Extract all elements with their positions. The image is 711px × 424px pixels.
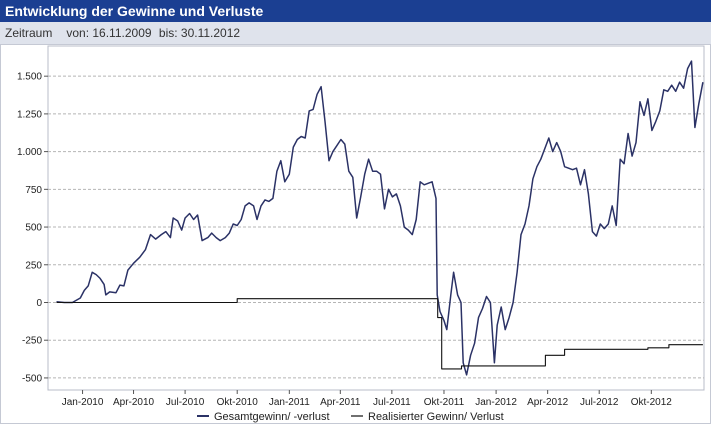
series-lines	[56, 60, 704, 376]
series-line-realisiert	[56, 298, 703, 370]
legend-label: Gesamtgewinn/ -verlust	[214, 411, 330, 423]
x-tick-label: Jan-2011	[269, 397, 310, 408]
chart-title-bar: Entwicklung der Gewinne und Verluste	[0, 0, 711, 22]
x-tick-label: Jul-2011	[373, 397, 411, 408]
y-tick-label: 500	[25, 223, 42, 234]
x-tick-label: Okt-2011	[424, 397, 465, 408]
series-line-gesamt	[56, 60, 704, 376]
x-tick-label: Apr-2011	[320, 397, 361, 408]
y-tick-label: 750	[25, 185, 42, 196]
y-tick-label: 1.250	[17, 109, 42, 120]
legend: Gesamtgewinn/ -verlust Realisierter Gewin…	[197, 411, 504, 423]
period-label: Zeitraum	[5, 26, 53, 40]
y-tick-label: -250	[22, 336, 42, 347]
plot-frame	[47, 45, 705, 391]
x-tick-label: Apr-2012	[527, 397, 569, 408]
x-tick-label: Jul-2010	[166, 397, 205, 408]
x-tick-label: Jan-2010	[62, 397, 104, 408]
y-tick-label: -500	[22, 373, 42, 384]
y-tick-label: 1.000	[17, 147, 42, 158]
y-tick-label: 1.500	[17, 72, 42, 83]
legend-label: Realisierter Gewinn/ Verlust	[368, 411, 504, 423]
period-bar: Zeitraum von: 16.11.2009 bis: 30.11.2012	[0, 22, 711, 44]
x-tick-label: Jan-2012	[475, 397, 517, 408]
chart-title: Entwicklung der Gewinne und Verluste	[5, 3, 264, 19]
x-tick-label: Okt-2012	[631, 397, 673, 408]
grid-lines	[47, 45, 705, 391]
y-tick-label: 0	[36, 298, 42, 309]
x-tick-label: Okt-2010	[217, 397, 259, 408]
x-tick-label: Jul-2012	[580, 397, 619, 408]
y-axis-labels: -500 -250 0 250 500 750 1.000 1.250 1.500	[17, 72, 48, 384]
x-tick-label: Apr-2010	[113, 397, 155, 408]
line-chart: -500 -250 0 250 500 750 1.000 1.250 1.500 Jan-20…	[17, 45, 705, 423]
y-tick-label: 250	[25, 260, 42, 271]
period-from: von: 16.11.2009	[66, 26, 152, 40]
x-axis: Jan-2010 Apr-2010 Jul-2010 Okt-2010 Jan-2011…	[62, 390, 673, 408]
chart-area: -500 -250 0 250 500 750 1.000 1.250 1.500 Jan-20…	[0, 44, 711, 424]
period-to: bis: 30.11.2012	[158, 26, 241, 40]
